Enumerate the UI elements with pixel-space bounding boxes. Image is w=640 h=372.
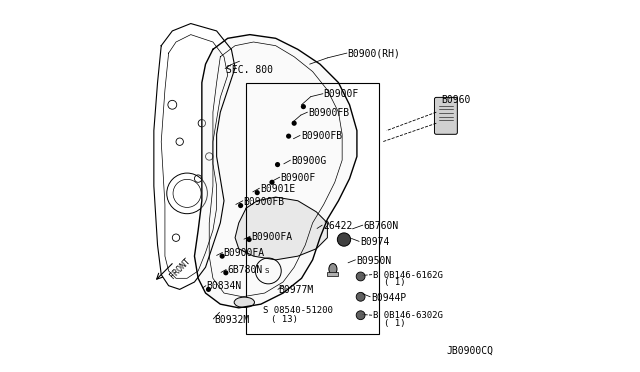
Circle shape <box>206 287 211 292</box>
Circle shape <box>255 190 260 195</box>
FancyBboxPatch shape <box>435 97 458 134</box>
Bar <box>246 83 379 334</box>
Text: ( 1): ( 1) <box>384 319 405 328</box>
Text: B0950N: B0950N <box>356 256 392 266</box>
Text: B0834N: B0834N <box>207 282 242 291</box>
Text: B0960: B0960 <box>441 95 470 105</box>
Text: B0900FB: B0900FB <box>308 108 349 118</box>
Text: B 0B146-6162G: B 0B146-6162G <box>372 271 443 280</box>
Text: ( 1): ( 1) <box>384 278 405 287</box>
Text: SEC. 800: SEC. 800 <box>226 65 273 75</box>
Ellipse shape <box>234 297 255 308</box>
Ellipse shape <box>329 263 337 275</box>
Text: S: S <box>264 268 269 274</box>
Circle shape <box>246 237 252 242</box>
Text: FRONT: FRONT <box>168 256 192 280</box>
Text: B0944P: B0944P <box>371 292 406 302</box>
Text: B0900FB: B0900FB <box>244 196 285 206</box>
Circle shape <box>269 180 275 185</box>
Circle shape <box>356 311 365 320</box>
Text: B0900F: B0900F <box>324 89 359 99</box>
Text: B0900(RH): B0900(RH) <box>348 49 401 59</box>
Circle shape <box>275 162 280 167</box>
Text: B0900FA: B0900FA <box>223 248 264 258</box>
Text: B0900G: B0900G <box>291 156 326 166</box>
Text: B 0B146-6302G: B 0B146-6302G <box>372 311 443 320</box>
Circle shape <box>356 272 365 281</box>
Text: B0977M: B0977M <box>278 285 314 295</box>
Circle shape <box>337 233 351 246</box>
Circle shape <box>220 254 225 259</box>
Text: S 08540-51200: S 08540-51200 <box>263 306 333 315</box>
Text: B0900FB: B0900FB <box>301 131 342 141</box>
Text: 26422: 26422 <box>323 221 353 231</box>
Circle shape <box>356 292 365 301</box>
Text: ( 13): ( 13) <box>271 315 298 324</box>
Text: B0974: B0974 <box>360 237 389 247</box>
Circle shape <box>223 270 228 275</box>
Text: B0900F: B0900F <box>280 173 316 183</box>
Circle shape <box>286 134 291 139</box>
Text: 6B780N: 6B780N <box>227 265 262 275</box>
Polygon shape <box>235 197 328 260</box>
Bar <box>326 272 338 276</box>
Text: B0900FA: B0900FA <box>251 232 292 242</box>
Text: B0901E: B0901E <box>260 184 296 194</box>
Text: 6B760N: 6B760N <box>364 221 399 231</box>
Circle shape <box>292 121 297 126</box>
Circle shape <box>238 203 243 208</box>
Circle shape <box>301 104 306 109</box>
Text: JB0900CQ: JB0900CQ <box>447 346 493 356</box>
Polygon shape <box>195 35 357 308</box>
Text: B0932M: B0932M <box>214 315 250 325</box>
